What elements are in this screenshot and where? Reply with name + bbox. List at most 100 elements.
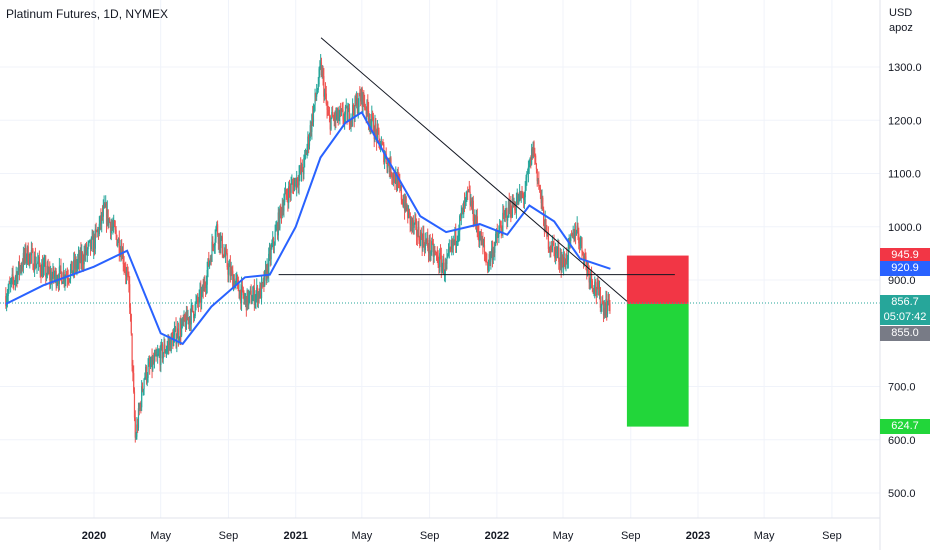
candle-body	[219, 233, 221, 248]
candle-body	[339, 109, 341, 117]
candle-body	[182, 318, 184, 322]
candle-body	[552, 241, 554, 243]
candle-body	[362, 92, 364, 108]
y-tick-label: 900.0	[888, 275, 916, 287]
candle-body	[7, 290, 9, 297]
candle-body	[432, 243, 434, 257]
candle-body	[207, 258, 209, 270]
candle-body	[89, 239, 92, 250]
candle-body	[296, 177, 299, 184]
candle-body	[606, 304, 609, 315]
candle-body	[317, 84, 319, 90]
candle-body	[412, 220, 414, 228]
candle-body	[58, 266, 60, 284]
candle-body	[161, 344, 163, 346]
candle-body	[498, 231, 500, 237]
candle-body	[17, 271, 19, 283]
candle-body	[521, 193, 523, 195]
candle-body	[500, 227, 502, 232]
candle-body	[57, 280, 60, 284]
candle-body	[228, 264, 231, 268]
candle-body	[525, 177, 527, 191]
trendlines[interactable]	[278, 37, 675, 302]
candle-body	[155, 352, 157, 356]
y-tick-label: 1200.0	[888, 115, 922, 127]
candle-body	[321, 71, 323, 76]
candle-body	[93, 236, 95, 252]
candle-body	[125, 270, 127, 276]
candle-body	[431, 241, 434, 244]
candle-body	[523, 195, 525, 200]
candle-body	[59, 265, 61, 267]
candle-body	[161, 344, 164, 359]
candle-body	[192, 305, 194, 312]
x-axis[interactable]: 2020 May Sep 2021 May Sep 2022 May Sep 2023 May Sep	[0, 517, 880, 542]
candle-body	[395, 173, 398, 190]
candle-body	[250, 290, 252, 304]
candle-body	[301, 164, 303, 172]
candle-body	[533, 141, 535, 156]
candle-body	[279, 206, 281, 229]
candle-body	[578, 233, 580, 244]
candle-body	[341, 109, 343, 111]
stop-loss-zone	[626, 255, 689, 304]
candle-body	[153, 356, 156, 363]
candle-body	[167, 342, 169, 347]
candle-body	[232, 270, 234, 288]
candle-body	[162, 352, 164, 359]
candle-body	[80, 250, 82, 263]
candle-body	[308, 136, 310, 146]
candle-body	[319, 66, 321, 69]
candle-body	[290, 183, 292, 193]
candle-body	[392, 173, 394, 179]
candle-body	[312, 114, 314, 123]
candle-body	[283, 202, 285, 212]
candle-body	[81, 253, 84, 264]
candle-body	[185, 320, 187, 329]
candle-body	[454, 229, 456, 241]
target-price-label: 624.7	[880, 419, 930, 435]
currency-label[interactable]: USD apoz	[889, 6, 913, 36]
candle-body	[224, 250, 227, 257]
candle-body	[298, 174, 300, 186]
candle-body	[213, 245, 215, 248]
candle-body	[15, 273, 17, 278]
candle-body	[600, 305, 602, 308]
candle-body	[535, 155, 537, 164]
candle-body	[514, 204, 516, 211]
candle-body	[507, 201, 510, 218]
candle-body	[413, 223, 415, 228]
candle-body	[520, 193, 522, 199]
candle-body	[435, 253, 438, 255]
candle-body	[572, 229, 574, 237]
candle-body	[295, 178, 297, 189]
candle-body	[463, 201, 466, 203]
candle-body	[344, 114, 346, 122]
candle-body	[494, 243, 496, 253]
candle-body	[124, 267, 126, 271]
y-axis[interactable]: 1300.0 1200.0 1100.0 1000.0 900.0 700.0 600.0 5…	[879, 0, 922, 550]
candle-body	[368, 110, 370, 123]
candle-body	[67, 278, 69, 280]
candle-body	[408, 209, 410, 213]
candle-body	[37, 261, 39, 264]
candle-body	[159, 353, 161, 366]
candle-body	[448, 247, 450, 251]
candle-body	[506, 209, 508, 221]
candle-body	[137, 424, 139, 428]
candle-body	[340, 109, 342, 112]
candle-body	[98, 223, 100, 234]
candle-body	[146, 377, 148, 381]
candle-body	[571, 234, 573, 237]
candle-body	[239, 289, 241, 299]
x-tick-label: May	[754, 530, 775, 542]
position-zones[interactable]	[0, 255, 880, 427]
candle-body	[131, 333, 133, 366]
candle-body	[116, 235, 118, 246]
candle-body	[407, 207, 409, 219]
candle-body	[153, 360, 155, 363]
candle-body	[372, 116, 375, 135]
candle-body	[451, 241, 453, 249]
candle-body	[129, 307, 132, 315]
